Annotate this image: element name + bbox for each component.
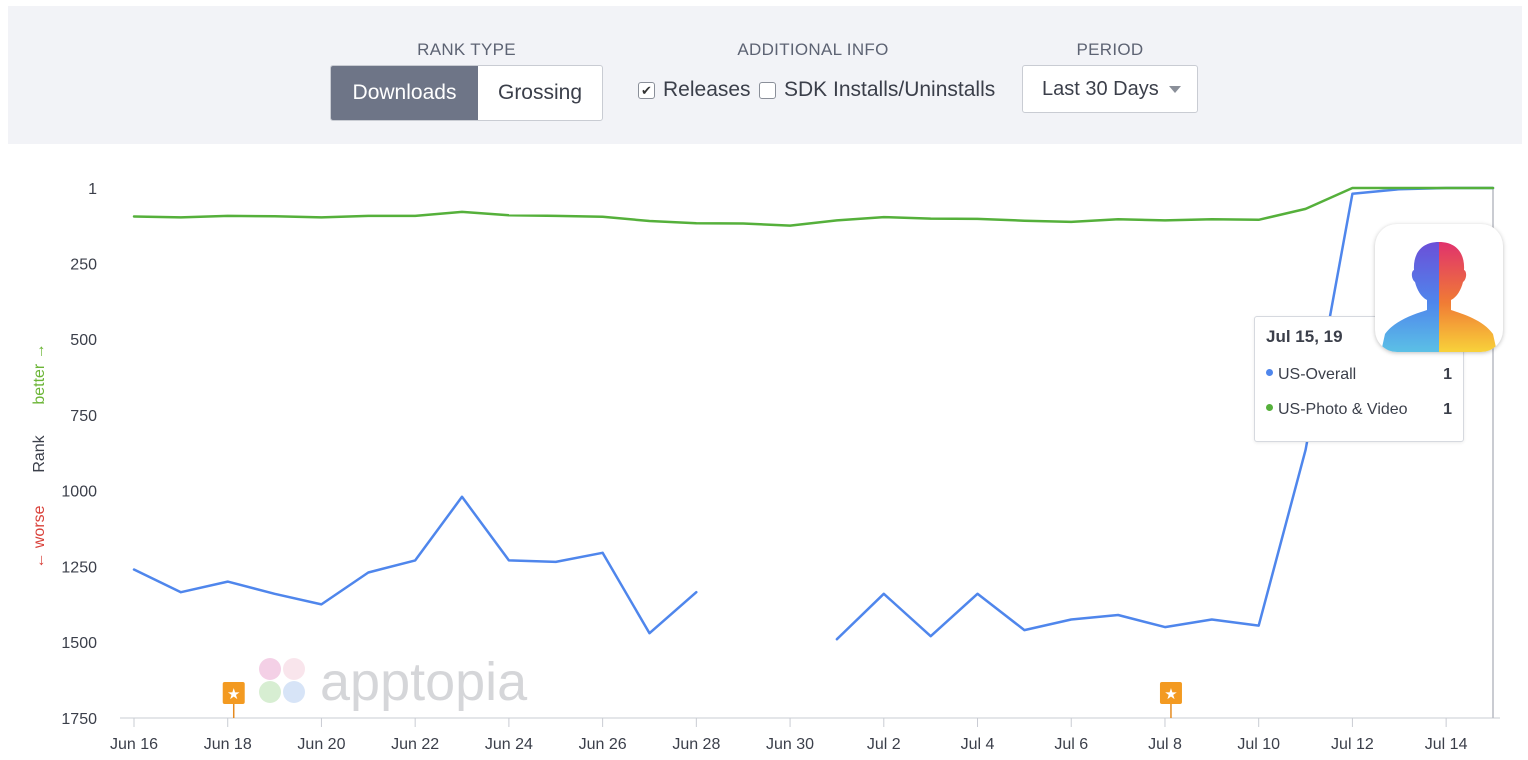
additional-info-label: ADDITIONAL INFO (737, 40, 889, 59)
tooltip-series-value: 1 (1443, 401, 1452, 418)
tooltip-row-us-photo-video: US-Photo & Video 1 (1266, 401, 1452, 419)
chart-controls-bar: RANK TYPE Downloads Grossing ADDITIONAL … (8, 6, 1522, 144)
tooltip-series-name: US-Photo & Video (1278, 401, 1408, 418)
downloads-button[interactable]: Downloads (331, 66, 478, 120)
faceapp-icon (1375, 224, 1503, 352)
star-icon: ★ (227, 685, 240, 703)
tooltip-row-us-overall: US-Overall 1 (1266, 366, 1452, 384)
releases-checkbox[interactable]: ✔ Releases (638, 78, 751, 102)
sdk-installs-check-box[interactable] (759, 81, 776, 99)
tooltip-date: Jul 15, 19 (1266, 327, 1343, 346)
us-overall-legend-dot (1266, 369, 1273, 377)
sdk-installs-label: SDK Installs/Uninstalls (784, 78, 996, 101)
better-label: better → (31, 343, 48, 404)
releases-label: Releases (663, 78, 751, 101)
y-tick-label: 1000 (61, 484, 97, 501)
tooltip-series-name: US-Overall (1278, 366, 1357, 383)
x-tick-label: Jun 22 (391, 736, 439, 753)
y-tick-label: 750 (70, 408, 97, 425)
apptopia-watermark: apptopia (259, 652, 528, 712)
x-tick-label: Jun 26 (579, 736, 627, 753)
watermark-text: apptopia (320, 652, 528, 712)
y-tick-label: 1250 (61, 559, 97, 576)
chevron-down-icon (1169, 86, 1181, 93)
x-tick-label: Jun 16 (110, 736, 158, 753)
y-tick-label: 1500 (61, 635, 97, 652)
releases-check-icon[interactable]: ✔ (638, 81, 655, 99)
x-tick-label: Jun 18 (204, 736, 252, 753)
y-tick-label: 250 (70, 256, 97, 273)
x-tick-label: Jul 14 (1425, 736, 1468, 753)
rank-axis-label: Rank (31, 434, 48, 472)
x-tick-label: Jun 20 (297, 736, 345, 753)
us-photo-video-legend-dot (1266, 404, 1273, 412)
x-tick-label: Jul 2 (867, 736, 901, 753)
period-value: Last 30 Days (1042, 77, 1159, 100)
sdk-installs-checkbox[interactable]: SDK Installs/Uninstalls (759, 78, 995, 102)
x-tick-label: Jul 6 (1054, 736, 1088, 753)
x-tick-label: Jun 28 (672, 736, 720, 753)
series-line-us-overall (835, 186, 1495, 641)
x-tick-label: Jun 30 (766, 736, 814, 753)
release-marker[interactable]: ★ (1159, 682, 1182, 718)
y-tick-label: 1 (88, 181, 97, 198)
x-tick-label: Jul 4 (961, 736, 995, 753)
x-tick-label: Jul 8 (1148, 736, 1182, 753)
star-icon: ★ (1164, 685, 1177, 703)
x-tick-label: Jun 24 (485, 736, 533, 753)
y-tick-label: 1750 (61, 711, 97, 728)
series-line-us-photo-video (132, 186, 1495, 227)
series-line-us-overall (132, 495, 698, 635)
rank-type-toggle: Downloads Grossing (330, 65, 603, 121)
x-tick-label: Jul 10 (1237, 736, 1280, 753)
x-tick-label: Jul 12 (1331, 736, 1374, 753)
apptopia-logo-icon (259, 658, 305, 703)
worse-label: ← worse (31, 505, 48, 568)
grossing-button[interactable]: Grossing (497, 81, 583, 104)
y-tick-label: 500 (70, 332, 97, 349)
release-marker[interactable]: ★ (222, 682, 245, 718)
rank-type-label: RANK TYPE (417, 40, 516, 59)
period-label: PERIOD (1076, 40, 1144, 59)
tooltip-series-value: 1 (1443, 366, 1452, 383)
period-select[interactable]: Last 30 Days (1022, 65, 1198, 113)
